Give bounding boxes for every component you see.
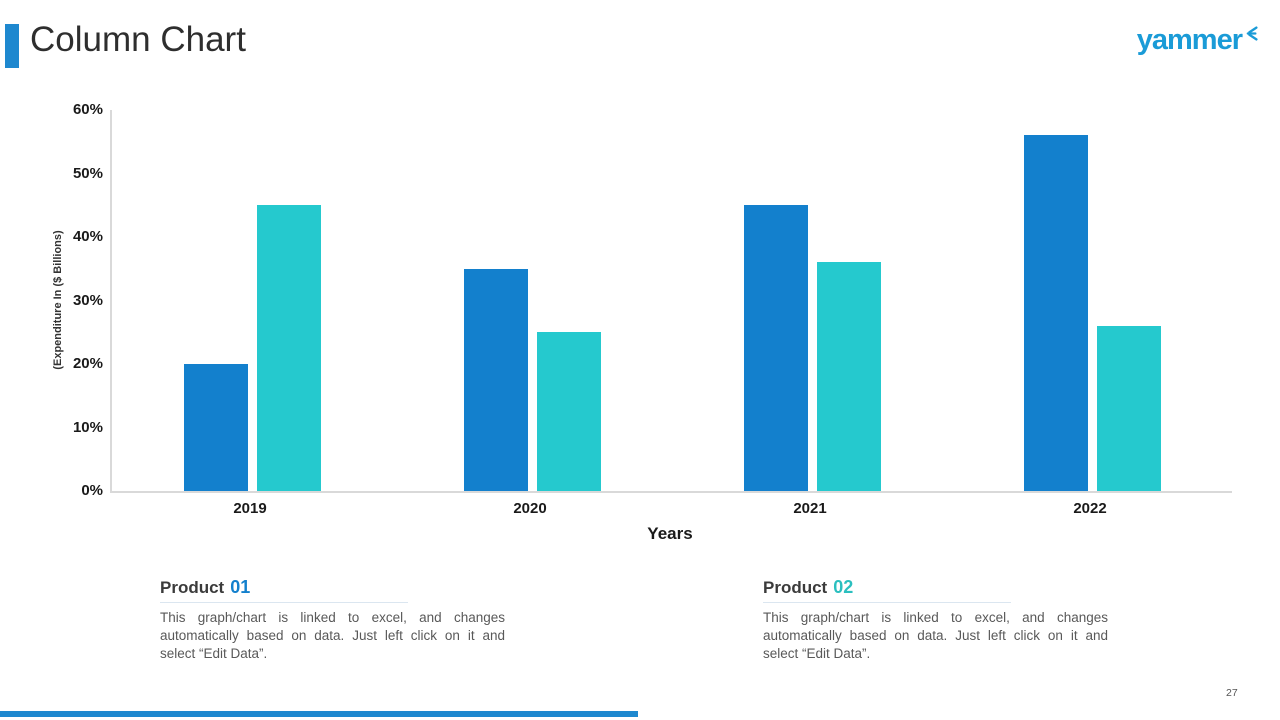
x-axis-labels: 2019 2020 2021 2022 (110, 500, 1230, 517)
bar-group-2021 (743, 110, 881, 491)
note-heading-number: 02 (833, 577, 854, 597)
bar-product-02-2021 (816, 262, 881, 491)
x-tick-label: 2021 (793, 500, 827, 517)
bar-product-02-2022 (1096, 325, 1161, 491)
yammer-logo: yammer (1137, 26, 1258, 55)
note-body: This graph/chart is linked to excel, and… (160, 610, 505, 662)
note-heading: Product 01 (160, 577, 505, 598)
y-tick-label: 20% (72, 355, 103, 372)
note-heading-number: 01 (230, 577, 251, 597)
bar-product-01-2022 (1023, 135, 1088, 491)
y-tick-label: 60% (72, 101, 103, 118)
title-accent-bar (5, 24, 19, 68)
yammer-spark-icon (1243, 26, 1258, 46)
y-tick-label: 10% (72, 418, 103, 436)
page-title: Column Chart (30, 20, 246, 59)
x-tick-label: 2020 (513, 500, 547, 517)
bar-product-01-2019 (183, 364, 248, 491)
bar-product-02-2019 (256, 205, 321, 491)
y-tick-label: 50% (72, 164, 103, 182)
bar-group-2019 (183, 110, 321, 491)
y-axis-ticks: 60% 50% 40% 30% 20% 10% 0% (40, 102, 103, 499)
bar-product-02-2020 (536, 332, 601, 491)
footer-accent-bar (0, 711, 638, 717)
bar-product-01-2020 (463, 268, 528, 491)
bar-group-2020 (463, 110, 601, 491)
y-tick-label: 0% (81, 482, 103, 499)
x-axis-title: Years (647, 524, 693, 543)
plot-area (110, 110, 1232, 493)
x-tick-label: 2022 (1073, 500, 1107, 517)
bar-group-2022 (1023, 110, 1161, 491)
page-number: 27 (1226, 687, 1238, 699)
note-heading-label: Product (763, 578, 828, 597)
note-divider (160, 602, 409, 603)
note-card-product-01: Product 01 This graph/chart is linked to … (160, 577, 505, 663)
note-heading: Product 02 (763, 577, 1108, 598)
y-tick-label: 30% (72, 291, 103, 309)
note-heading-label: Product (160, 578, 225, 597)
y-tick-label: 40% (72, 228, 103, 245)
note-divider (763, 602, 1012, 603)
x-tick-label: 2019 (233, 500, 267, 517)
yammer-logo-text: yammer (1136, 24, 1243, 56)
bar-product-01-2021 (743, 205, 808, 491)
note-card-product-02: Product 02 This graph/chart is linked to … (763, 577, 1108, 663)
note-body: This graph/chart is linked to excel, and… (763, 610, 1108, 662)
